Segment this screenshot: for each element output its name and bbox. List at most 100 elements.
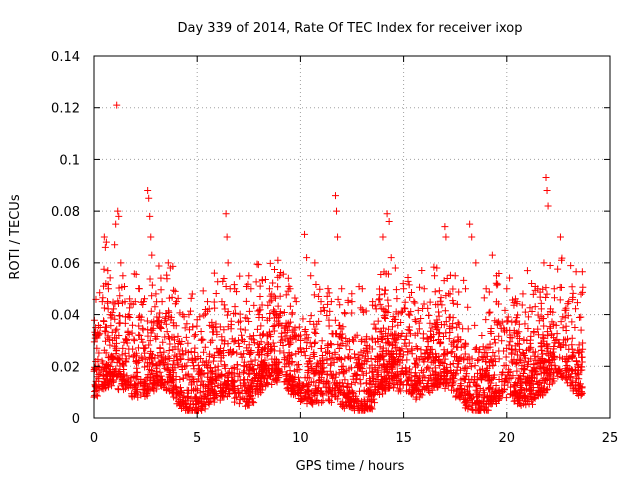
data-point-bg: [112, 327, 120, 335]
data-point-bg: [270, 265, 278, 273]
data-point-bg: [107, 353, 115, 361]
data-point-bg: [274, 283, 282, 291]
data-point-bg: [449, 380, 457, 388]
data-point-bg: [322, 348, 330, 356]
data-point-bg: [346, 388, 354, 396]
data-point-bg: [577, 290, 585, 298]
data-point-bg: [379, 376, 387, 384]
data-point-bg: [333, 356, 341, 364]
data-point-bg: [121, 319, 129, 327]
data-point-bg: [335, 333, 343, 341]
data-point-bg: [245, 307, 253, 315]
data-point-bg: [221, 361, 229, 369]
data-point-bg: [246, 370, 254, 378]
data-point-bg: [341, 310, 349, 318]
data-point: [385, 217, 393, 225]
data-point-bg: [173, 356, 181, 364]
data-point-bg: [174, 332, 182, 340]
data-point-bg: [161, 333, 169, 341]
data-point-bg: [188, 356, 196, 364]
data-point-bg: [236, 317, 244, 325]
data-point-bg: [266, 314, 274, 322]
data-point-bg: [479, 386, 487, 394]
data-point-bg: [441, 307, 449, 315]
data-point-bg: [456, 355, 464, 363]
data-point: [513, 298, 521, 306]
data-point-bg: [155, 262, 163, 270]
data-point-bg: [339, 383, 347, 391]
data-point-bg: [335, 345, 343, 353]
data-point-bg: [235, 318, 243, 326]
data-point-bg: [524, 313, 532, 321]
data-point-bg: [237, 325, 245, 333]
data-point-bg: [193, 385, 201, 393]
data-point-bg: [578, 363, 586, 371]
data-point-bg: [111, 315, 119, 323]
data-point-bg: [447, 349, 455, 357]
data-point-bg: [473, 375, 481, 383]
data-point-bg: [148, 292, 156, 300]
data-point-bg: [527, 332, 535, 340]
data-point-bg: [480, 294, 488, 302]
data-point-bg: [461, 364, 469, 372]
data-point-bg: [284, 337, 292, 345]
data-point-bg: [396, 347, 404, 355]
data-point-bg: [257, 322, 265, 330]
data-point-bg: [317, 345, 325, 353]
data-point-bg: [384, 362, 392, 370]
data-point-bg: [462, 340, 470, 348]
data-point-bg: [288, 351, 296, 359]
data-point-bg: [430, 263, 438, 271]
data-point-bg: [554, 265, 562, 273]
data-point-bg: [120, 282, 128, 290]
y-tick-label: 0.02: [51, 360, 80, 375]
data-point-bg: [280, 309, 288, 317]
data-point-bg: [312, 369, 320, 377]
data-point-bg: [460, 276, 468, 284]
data-point-bg: [245, 388, 253, 396]
data-point-bg: [340, 309, 348, 317]
data-point-bg: [457, 353, 465, 361]
data-point-bg: [284, 274, 292, 282]
data-point-bg: [273, 317, 281, 325]
data-point-bg: [417, 315, 425, 323]
data-point-bg: [478, 397, 486, 405]
data-point-bg: [506, 368, 514, 376]
data-point-bg: [388, 355, 396, 363]
data-point-bg: [230, 378, 238, 386]
data-point-bg: [146, 337, 154, 345]
data-point-bg: [374, 358, 382, 366]
data-point-bg: [372, 325, 380, 333]
data-point-bg: [288, 310, 296, 318]
data-point-bg: [125, 352, 133, 360]
data-point-bg: [487, 379, 495, 387]
data-point-bg: [205, 399, 213, 407]
data-point-bg: [437, 294, 445, 302]
data-point-bg: [131, 381, 139, 389]
data-point-bg: [315, 377, 323, 385]
data-point-bg: [485, 309, 493, 317]
data-point: [488, 251, 496, 259]
data-point-bg: [550, 294, 558, 302]
data-point-bg: [381, 290, 389, 298]
data-point-bg: [219, 277, 227, 285]
data-point-bg: [549, 348, 557, 356]
data-point-bg: [409, 381, 417, 389]
data-point-bg: [326, 367, 334, 375]
data-point-bg: [385, 384, 392, 392]
data-point-bg: [260, 362, 268, 370]
data-point: [101, 243, 109, 251]
data-point-bg: [256, 331, 264, 339]
data-point-bg: [245, 401, 253, 409]
grid: [94, 56, 610, 418]
data-point-bg: [113, 325, 121, 333]
data-point-bg: [253, 325, 261, 333]
data-point-bg: [474, 356, 482, 364]
data-point-bg: [446, 313, 454, 321]
data-point-bg: [510, 356, 518, 364]
data-point: [441, 223, 449, 231]
data-point-bg: [412, 343, 420, 351]
y-tick-label: 0.08: [51, 205, 80, 220]
data-point-bg: [197, 368, 205, 376]
data-point-bg: [154, 379, 162, 387]
